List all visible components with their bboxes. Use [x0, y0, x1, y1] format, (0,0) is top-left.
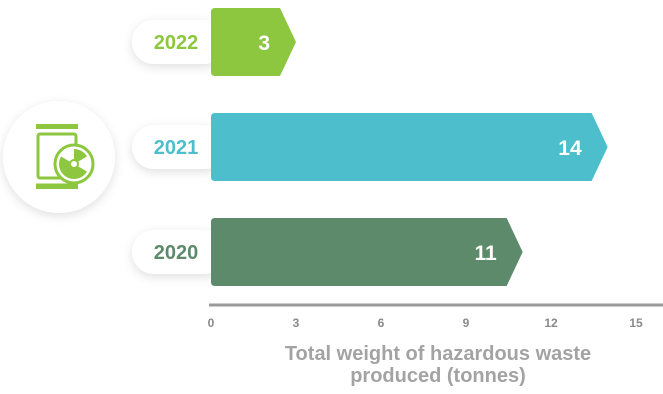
category-label: 2022: [154, 32, 199, 54]
x-axis-title: Total weight of hazardous waste produced…: [284, 343, 592, 387]
bar-2021: [211, 113, 608, 181]
bar-value-label-2021: 14: [558, 137, 582, 160]
year-label-2022: 2022: [132, 20, 226, 64]
x-tick-label: 9: [463, 316, 470, 330]
bar-2022: [211, 8, 296, 76]
x-tick-label: 6: [378, 316, 385, 330]
x-tick-label: 3: [293, 316, 300, 330]
year-label-2021: 2021: [132, 125, 226, 169]
hazardous-waste-barrel-icon: [3, 101, 115, 213]
x-tick-label: 0: [208, 316, 215, 330]
bar-value-label-2022: 3: [258, 32, 270, 55]
category-label: 2021: [154, 137, 199, 159]
category-label: 2020: [154, 242, 199, 264]
x-tick-label: 12: [544, 316, 558, 330]
year-label-2020: 2020: [132, 230, 226, 274]
bar-2020: [211, 218, 523, 286]
x-tick-label: 15: [629, 316, 643, 330]
bar-value-label-2020: 11: [474, 242, 497, 265]
